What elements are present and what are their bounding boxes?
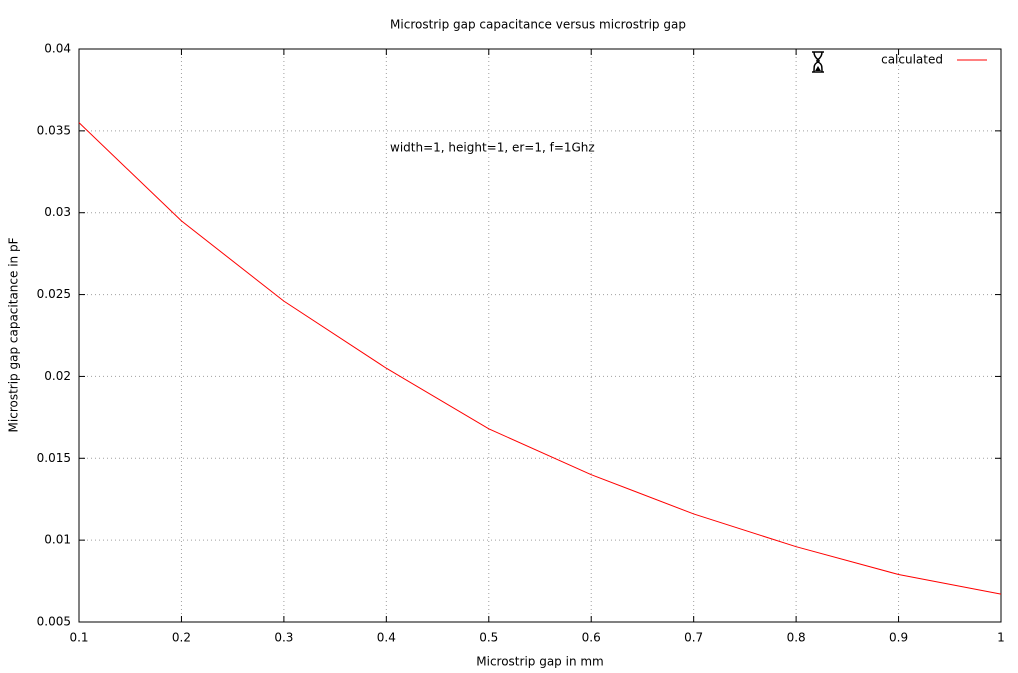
legend-label: calculated xyxy=(881,53,943,67)
x-tick-label: 0.6 xyxy=(582,631,601,645)
y-tick-label: 0.01 xyxy=(44,533,71,547)
y-tick-label: 0.035 xyxy=(37,123,71,137)
x-tick-label: 0.9 xyxy=(889,631,908,645)
plot-border xyxy=(78,48,1002,623)
x-axis-label: Microstrip gap in mm xyxy=(476,655,604,669)
y-axis-label: Microstrip gap capacitance in pF xyxy=(7,237,21,432)
x-tick-label: 1 xyxy=(997,631,1005,645)
x-tick-label: 0.4 xyxy=(377,631,396,645)
y-tick-label: 0.04 xyxy=(44,42,71,56)
data-line xyxy=(78,122,1002,595)
chart-title: Microstrip gap capacitance versus micros… xyxy=(390,18,686,32)
x-tick-label: 0.5 xyxy=(479,631,498,645)
y-tick-label: 0.02 xyxy=(44,369,71,383)
x-tick-label: 0.7 xyxy=(684,631,703,645)
y-tick-label: 0.015 xyxy=(37,451,71,465)
x-tick-label: 0.8 xyxy=(787,631,806,645)
x-tick-label: 0.1 xyxy=(69,631,88,645)
x-tick-label: 0.3 xyxy=(274,631,293,645)
hourglass-icon xyxy=(812,51,824,73)
annotation: width=1, height=1, er=1, f=1Ghz xyxy=(390,141,595,155)
y-tick-label: 0.03 xyxy=(44,205,71,219)
y-tick-label: 0.005 xyxy=(37,615,71,629)
x-tick-label: 0.2 xyxy=(172,631,191,645)
y-tick-label: 0.025 xyxy=(37,287,71,301)
